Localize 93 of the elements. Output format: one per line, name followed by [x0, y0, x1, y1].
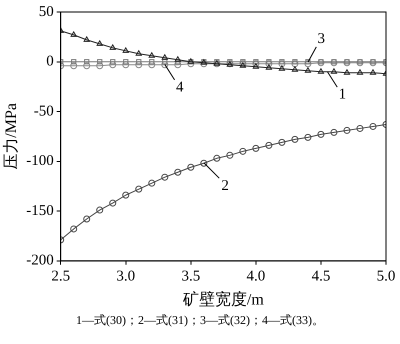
point — [265, 60, 272, 68]
point — [252, 144, 260, 152]
point — [370, 69, 376, 75]
point — [318, 68, 324, 74]
x-tick-label: 4.5 — [312, 268, 330, 285]
point — [305, 59, 311, 64]
point — [149, 59, 154, 64]
point — [200, 160, 208, 167]
point — [161, 61, 168, 68]
point — [84, 36, 90, 42]
point — [278, 60, 286, 68]
point — [148, 180, 156, 187]
point — [304, 60, 312, 68]
text: 1—式(30)；2—式(31)；3—式(32)；4—式(33)。 — [75, 312, 325, 329]
point — [291, 60, 298, 68]
x-tick-label: 3.0 — [116, 268, 136, 285]
point — [148, 61, 156, 68]
point — [135, 186, 142, 193]
point — [369, 122, 376, 130]
point — [226, 152, 234, 159]
point — [291, 136, 298, 143]
point — [174, 56, 181, 62]
point — [96, 40, 103, 46]
point — [109, 200, 116, 207]
point — [304, 134, 312, 141]
point — [304, 67, 312, 73]
point — [136, 50, 142, 56]
x-tick-label: 5.0 — [376, 268, 396, 285]
point — [239, 148, 246, 155]
y-tick-label: -200 — [26, 252, 54, 269]
point — [279, 59, 285, 64]
annotation: 3 — [318, 31, 326, 48]
point — [122, 47, 129, 53]
point — [292, 66, 298, 72]
point — [83, 62, 90, 70]
point — [70, 62, 78, 70]
point — [266, 64, 272, 70]
point — [135, 61, 142, 68]
point — [136, 59, 142, 64]
point — [253, 59, 258, 64]
point — [162, 59, 168, 64]
point — [343, 126, 350, 134]
point — [356, 124, 364, 132]
point — [84, 59, 90, 64]
point — [70, 31, 77, 37]
point — [174, 61, 182, 68]
point — [123, 59, 128, 64]
point — [174, 168, 182, 176]
point — [266, 59, 272, 64]
point — [200, 60, 208, 68]
point — [278, 138, 286, 146]
point — [162, 54, 168, 60]
point — [278, 65, 285, 71]
y-tick-label: -50 — [34, 103, 54, 120]
point — [292, 59, 298, 64]
point — [161, 174, 168, 181]
annotation: 4 — [176, 79, 184, 96]
y-tick-label: 50 — [38, 4, 54, 20]
point — [83, 216, 90, 222]
point — [356, 69, 364, 75]
point — [97, 59, 102, 64]
point — [96, 62, 104, 70]
annotation: 2 — [221, 178, 229, 194]
point — [122, 192, 130, 199]
y-axis-title: 压力/MPa — [2, 103, 20, 170]
point — [317, 130, 324, 138]
point — [252, 63, 259, 69]
point — [109, 61, 116, 68]
y-tick-label: 0 — [46, 54, 54, 70]
x-tick-label: 3.5 — [181, 268, 200, 285]
point — [110, 44, 116, 50]
point — [344, 69, 350, 75]
point — [71, 59, 76, 64]
point — [227, 59, 232, 64]
point — [265, 142, 272, 149]
point — [187, 164, 194, 171]
point — [122, 61, 130, 68]
x-tick-label: 2.5 — [51, 268, 70, 285]
point — [187, 60, 194, 68]
x-axis-title: 矿壁宽度/m — [182, 290, 264, 309]
x-tick-label: 4.0 — [246, 268, 266, 285]
point — [96, 206, 104, 214]
point — [330, 68, 338, 74]
point — [110, 59, 116, 64]
point — [240, 59, 246, 64]
annotation: 1 — [338, 86, 346, 103]
point — [148, 52, 155, 58]
point — [70, 225, 78, 232]
y-tick-label: -100 — [26, 153, 54, 170]
point — [252, 60, 260, 68]
y-tick-label: -150 — [26, 202, 54, 219]
point — [330, 128, 338, 136]
point — [213, 154, 220, 162]
